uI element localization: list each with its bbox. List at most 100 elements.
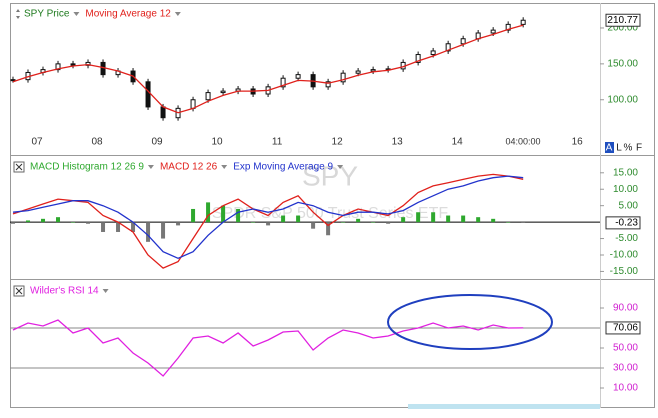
x-tick-label: 16 — [572, 137, 584, 148]
histogram-bar — [206, 202, 211, 223]
y-tick-label: 10.00 — [613, 184, 638, 195]
y-tick-label: 90.00 — [613, 303, 638, 314]
x-tick-label: 09 — [151, 137, 163, 148]
last-value-box — [605, 13, 641, 27]
histogram-bar — [401, 217, 406, 223]
candle — [340, 72, 346, 83]
candle — [145, 81, 151, 108]
x-tick-label: 08 — [91, 137, 103, 148]
histogram-bar — [341, 222, 346, 223]
y-tick-label: 50.00 — [613, 343, 638, 354]
histogram-bar — [296, 215, 301, 223]
histogram-bar — [461, 215, 466, 223]
toolbar-button[interactable]: L — [616, 143, 622, 154]
candle — [370, 69, 376, 72]
last-value-label: -0.23 — [615, 218, 638, 229]
histogram-bar — [386, 222, 391, 224]
watermark-name: SPDR S&P 500 Trust Series ETF — [212, 205, 448, 222]
dropdown-arrow — [221, 165, 228, 169]
histogram-bar — [446, 215, 451, 223]
candle — [220, 90, 226, 94]
annotation-ellipse — [387, 294, 553, 350]
legend-label[interactable]: SPY Price — [24, 9, 70, 20]
y-tick-label: -10.00 — [610, 250, 639, 261]
y-tick-label: 100.00 — [607, 94, 638, 105]
legend-label[interactable]: Moving Average 12 — [85, 9, 171, 20]
candle — [295, 74, 301, 79]
histogram-bar — [521, 222, 526, 223]
candle — [445, 43, 451, 52]
histogram-bar — [26, 220, 31, 223]
histogram-bar — [146, 222, 151, 242]
y-tick-label: 5.00 — [619, 200, 639, 211]
y-tick-label: 150.00 — [607, 59, 638, 70]
toolbar-button[interactable]: F — [636, 143, 642, 154]
histogram-bar — [371, 222, 376, 223]
histogram-bar — [416, 212, 421, 223]
candle — [430, 50, 436, 56]
last-value-box — [605, 321, 641, 335]
histogram-bar — [491, 218, 496, 223]
toolbar-button[interactable]: % — [624, 143, 633, 154]
candle — [460, 38, 466, 45]
histogram-bar — [101, 222, 106, 232]
close-icon — [15, 163, 23, 171]
y-tick-label: 10.00 — [613, 383, 638, 394]
series-line — [12, 319, 524, 377]
candle — [490, 29, 496, 34]
histogram-bar — [41, 218, 46, 223]
last-value-label: 70.06 — [613, 323, 638, 334]
y-tick-label: -5.00 — [615, 233, 638, 244]
candle — [280, 77, 286, 88]
histogram-bar — [176, 222, 181, 226]
legend-label[interactable]: MACD 12 26 — [160, 162, 218, 173]
dropdown-arrow — [337, 165, 344, 169]
histogram-bar — [506, 222, 511, 223]
y-tick-label: 15.00 — [613, 167, 638, 178]
dropdown-arrow — [174, 12, 181, 16]
candle — [415, 54, 421, 63]
histogram-bar — [326, 222, 331, 236]
x-tick-label: 12 — [332, 137, 344, 148]
candle — [10, 79, 16, 82]
y-tick-label: -15.00 — [610, 266, 639, 277]
toolbar-active — [605, 142, 614, 153]
frame — [10, 3, 655, 408]
histogram-bar — [281, 215, 286, 223]
histogram-bar — [356, 218, 361, 223]
series-line — [12, 173, 524, 269]
close-icon — [15, 287, 23, 295]
histogram-bar — [236, 208, 241, 223]
y-tick-label: 200.00 — [607, 23, 638, 34]
candle — [160, 106, 166, 119]
scrollbar[interactable] — [408, 404, 600, 409]
legend-label[interactable]: MACD Histogram 12 26 9 — [30, 162, 144, 173]
toolbar-button[interactable]: A — [606, 143, 613, 154]
last-value-box — [605, 216, 641, 230]
x-tick-label: 11 — [272, 137, 283, 148]
candle — [355, 70, 361, 74]
legend-label[interactable]: Exp Moving Average 9 — [233, 162, 333, 173]
candle — [70, 63, 76, 66]
x-tick-label: 14 — [452, 137, 464, 148]
histogram-bar — [131, 222, 136, 232]
candle — [520, 19, 526, 25]
histogram-bar — [56, 217, 61, 223]
candle — [325, 81, 331, 88]
histogram-bar — [266, 222, 271, 226]
plots: 100.00 150.00 200.00 07 08 09 10 11 12 13 14 16 04:0… — [10, 9, 642, 394]
series-line — [12, 175, 524, 260]
series-line — [12, 24, 524, 114]
histogram-bar — [191, 208, 196, 223]
x-tick-label: 07 — [31, 137, 43, 148]
candle — [100, 61, 106, 76]
candle — [205, 92, 211, 101]
candle — [55, 63, 61, 71]
dropdown-arrow — [102, 289, 109, 293]
x-tick-label: 10 — [212, 137, 224, 148]
legend-label[interactable]: Wilder's RSI 14 — [30, 286, 99, 297]
time-label: 04:00:00 — [505, 136, 540, 146]
histogram-bar — [86, 222, 91, 224]
histogram-bar — [311, 222, 316, 229]
